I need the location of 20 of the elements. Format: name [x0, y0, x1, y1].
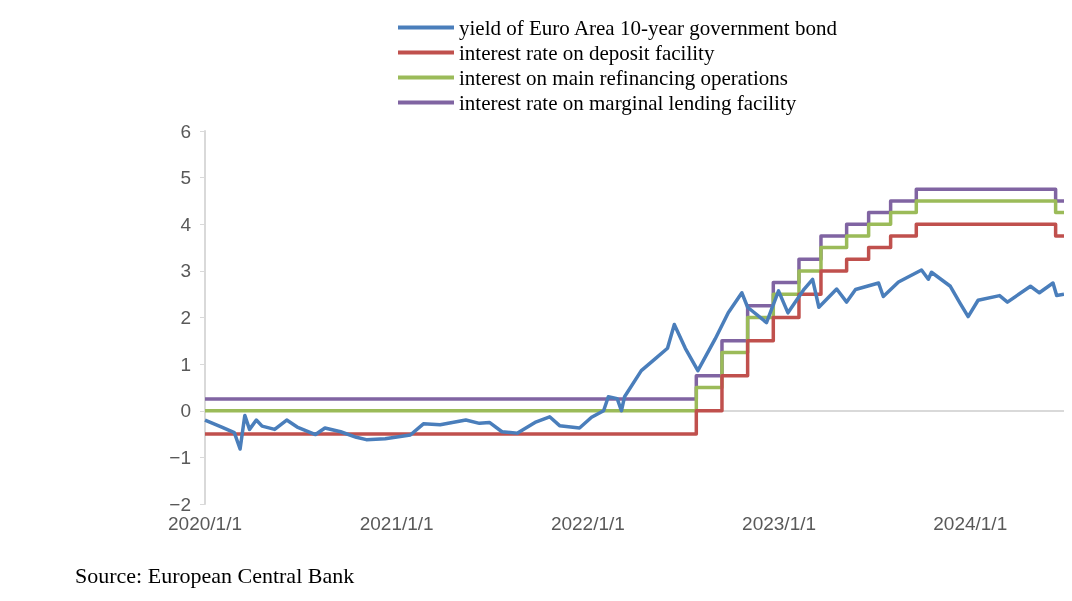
source-note: Source: European Central Bank [75, 562, 355, 588]
y-tick-label: 4 [180, 213, 192, 235]
y-tick-label: −1 [169, 446, 191, 468]
line-series [203, 268, 1064, 451]
y-tick-label: −2 [169, 493, 191, 515]
y-tick-label: 2 [180, 307, 191, 328]
x-tick-label: 2022/1/1 [550, 513, 625, 534]
y-tick-label: 3 [180, 260, 191, 282]
x-tick-label: 2023/1/1 [742, 513, 817, 534]
x-tick-label: 2024/1/1 [933, 513, 1008, 534]
y-tick-label: 1 [180, 353, 191, 375]
y-tick-label: 6 [180, 120, 191, 142]
legend-label: interest rate on deposit facility [459, 40, 715, 65]
legend-label: interest on main refinancing operations [459, 65, 788, 90]
legend-label: interest rate on marginal lending facility [459, 90, 797, 115]
y-tick-label: 5 [180, 167, 191, 189]
legend-label: yield of Euro Area 10-year government bond [459, 15, 838, 40]
y-tick-label: 0 [180, 400, 191, 422]
x-tick-label: 2021/1/1 [359, 513, 434, 534]
x-tick-label: 2020/1/1 [168, 513, 242, 534]
